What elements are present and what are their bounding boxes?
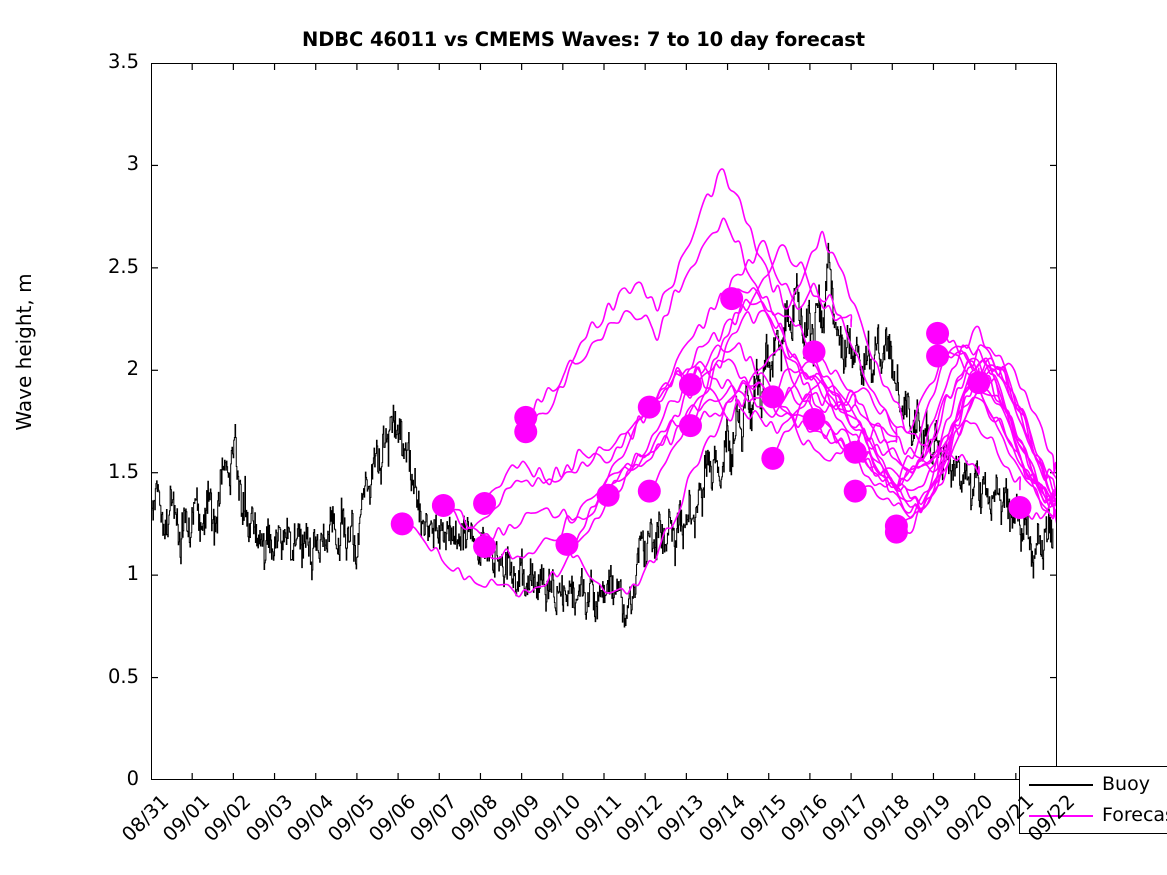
y-tick-label: 1.5 [107,459,139,483]
chart-legend: Buoy Forecast [1019,766,1167,834]
legend-entry-buoy: Buoy [1020,770,1167,800]
y-axis-title: Wave height, m [12,273,36,431]
y-tick-label: 3.5 [107,50,139,73]
legend-swatch-buoy [1029,784,1093,786]
legend-swatch-forecast [1029,815,1093,817]
axes-frame [151,63,1057,780]
legend-label-buoy: Buoy [1102,773,1150,795]
y-tick-label: 0 [126,767,139,790]
chart-title: NDBC 46011 vs CMEMS Waves: 7 to 10 day f… [301,28,866,51]
y-tick-label: 1 [126,562,139,586]
plot-area: Buoy Forecast [151,63,1167,834]
y-tick-label: 2 [126,357,139,381]
y-tick-label: 2.5 [107,254,139,278]
legend-entry-forecast: Forecast [1020,801,1167,831]
y-tick-label: 3 [126,152,139,176]
legend-label-forecast: Forecast [1102,804,1167,826]
chart-svg [151,63,1057,780]
y-tick-label: 0.5 [107,664,139,688]
